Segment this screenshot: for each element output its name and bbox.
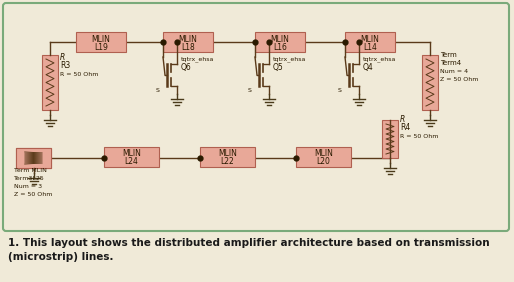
Text: MLIN: MLIN — [178, 34, 197, 43]
Text: L24: L24 — [124, 158, 138, 166]
Text: MLIN: MLIN — [218, 149, 237, 158]
Text: Term3L25: Term3L25 — [14, 176, 45, 181]
Text: Q5: Q5 — [273, 63, 284, 72]
Text: R: R — [60, 53, 65, 62]
Text: tqtrx_ehsa: tqtrx_ehsa — [181, 56, 214, 62]
Text: (microstrip) lines.: (microstrip) lines. — [8, 252, 114, 262]
Text: R4: R4 — [400, 123, 410, 132]
Text: MLIN: MLIN — [270, 34, 289, 43]
Text: S: S — [337, 88, 341, 93]
Text: Z = 50 Ohm: Z = 50 Ohm — [14, 192, 52, 197]
Text: Num = 3: Num = 3 — [14, 184, 42, 189]
Text: 1. This layout shows the distributed amplifier architecture based on transmissio: 1. This layout shows the distributed amp… — [8, 238, 490, 248]
Text: Term MLIN: Term MLIN — [14, 168, 47, 173]
Text: R3: R3 — [60, 61, 70, 70]
Bar — [76, 32, 126, 52]
Text: Term4: Term4 — [440, 60, 461, 66]
Text: S: S — [155, 88, 159, 93]
Text: L14: L14 — [363, 43, 377, 52]
Text: MLIN: MLIN — [314, 149, 333, 158]
Text: Q6: Q6 — [181, 63, 192, 72]
Bar — [200, 147, 255, 167]
Text: MLIN: MLIN — [91, 34, 111, 43]
FancyBboxPatch shape — [3, 3, 509, 231]
Text: R: R — [400, 115, 405, 124]
Text: R = 50 Ohm: R = 50 Ohm — [60, 72, 98, 77]
Bar — [163, 32, 213, 52]
Text: L22: L22 — [221, 158, 234, 166]
Text: tqtrx_ehsa: tqtrx_ehsa — [273, 56, 306, 62]
Text: L16: L16 — [273, 43, 287, 52]
Text: Term: Term — [440, 52, 457, 58]
Bar — [104, 147, 159, 167]
Text: L19: L19 — [94, 43, 108, 52]
Bar — [16, 148, 51, 168]
Bar — [255, 32, 305, 52]
Text: MLIN: MLIN — [360, 34, 379, 43]
Text: L18: L18 — [181, 43, 195, 52]
Bar — [296, 147, 351, 167]
Text: L20: L20 — [317, 158, 331, 166]
Bar — [382, 120, 398, 158]
Text: Q4: Q4 — [363, 63, 374, 72]
Text: MLIN: MLIN — [122, 149, 141, 158]
Text: S: S — [247, 88, 251, 93]
Bar — [16, 148, 51, 168]
Bar — [345, 32, 395, 52]
Text: Num = 4: Num = 4 — [440, 69, 468, 74]
Bar — [42, 55, 58, 110]
Bar — [422, 55, 438, 110]
Text: R = 50 Ohm: R = 50 Ohm — [400, 134, 438, 139]
Text: Z = 50 Ohm: Z = 50 Ohm — [440, 77, 479, 82]
Text: tqtrx_ehsa: tqtrx_ehsa — [363, 56, 396, 62]
